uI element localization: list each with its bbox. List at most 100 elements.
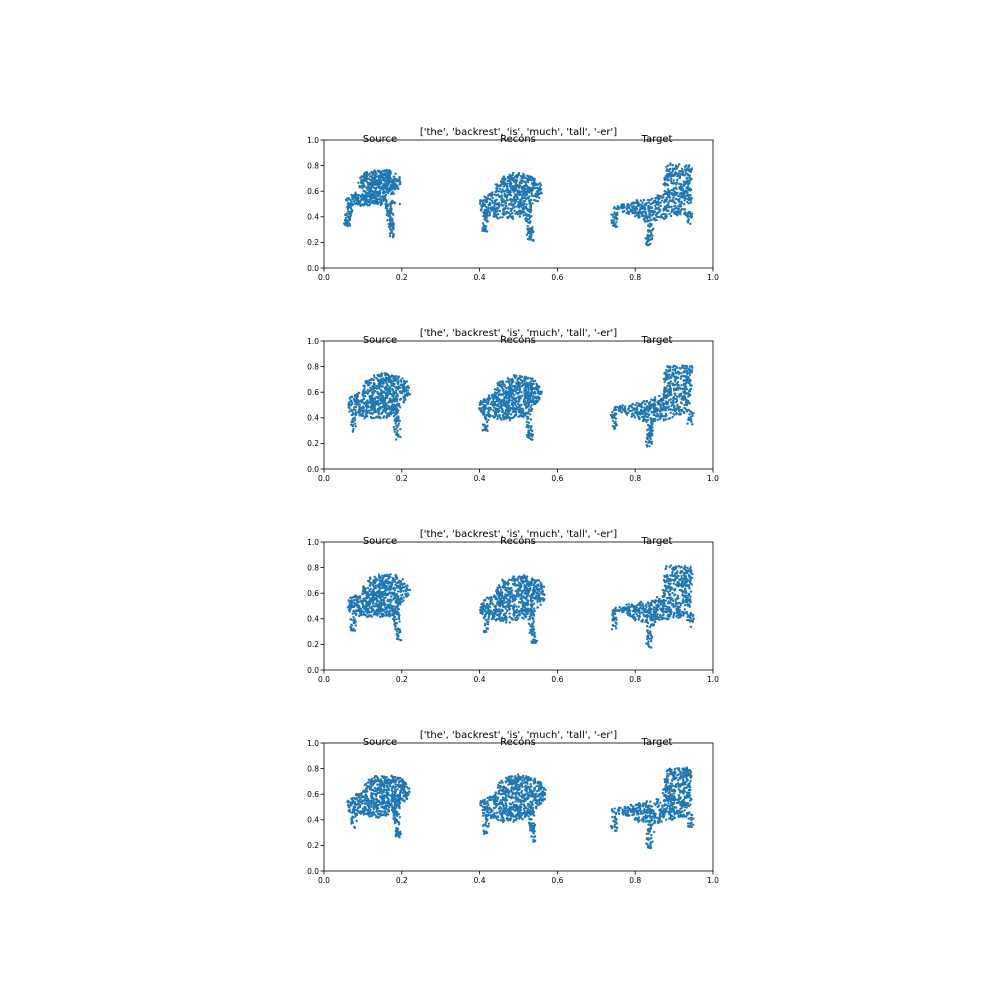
scatter-point [686, 179, 689, 183]
scatter-point [633, 407, 636, 411]
scatter-point [689, 387, 693, 391]
scatter-point [387, 191, 390, 195]
scatter-point [502, 177, 506, 181]
scatter-point [402, 582, 406, 585]
scatter-point [384, 594, 388, 597]
scatter-point [503, 392, 506, 395]
scatter-point [658, 210, 661, 213]
scatter-point [676, 383, 679, 386]
scatter-point [349, 198, 352, 202]
scatter-point [513, 189, 516, 193]
scatter-point [489, 406, 492, 410]
scatter-point [499, 195, 503, 198]
scatter-point [525, 220, 529, 223]
scatter-point [394, 606, 398, 610]
scatter-point [498, 393, 501, 396]
scatter-point [395, 389, 398, 392]
scatter-point [370, 412, 374, 416]
scatter-point [385, 396, 389, 400]
scatter-point [378, 169, 381, 173]
scatter-point [385, 168, 388, 172]
scatter-point [381, 382, 384, 385]
scatter-point [399, 397, 403, 401]
scatter-point [677, 163, 681, 166]
scatter-point [672, 397, 675, 400]
scatter-point [510, 401, 514, 405]
scatter-point [614, 217, 618, 221]
scatter-point [615, 220, 618, 224]
scatter-point [368, 379, 371, 382]
scatter-point [375, 578, 379, 582]
scatter-point [393, 615, 396, 619]
scatter-point [390, 595, 393, 598]
scatter-point [479, 208, 483, 211]
scatter-point [397, 617, 401, 621]
scatter-point [387, 577, 390, 581]
scatter-point [394, 177, 398, 181]
scatter-point [404, 380, 408, 384]
scatter-point [377, 395, 380, 398]
scatter-point [653, 406, 656, 409]
scatter-point [483, 210, 486, 213]
scatter-point [685, 379, 689, 383]
scatter-point [649, 222, 652, 225]
scatter-point [391, 178, 395, 182]
scatter-point [650, 410, 653, 414]
scatter-point [383, 169, 386, 173]
scatter-point [373, 575, 376, 578]
scatter-point [366, 399, 369, 402]
scatter-point [675, 398, 678, 401]
scatter-point [522, 177, 525, 180]
scatter-point [528, 177, 532, 181]
scatter-point [353, 618, 357, 621]
scatter-point [641, 201, 644, 204]
scatter-point [673, 392, 676, 395]
scatter-point [530, 408, 533, 411]
scatter-point [513, 180, 516, 184]
scatter-point [686, 219, 689, 223]
scatter-point [390, 208, 393, 211]
scatter-point [666, 205, 669, 209]
scatter-point [528, 232, 531, 235]
scatter-point [501, 410, 504, 414]
scatter-point [482, 403, 486, 407]
scatter-point [343, 218, 347, 222]
scatter-point [536, 183, 539, 186]
scatter-point [358, 606, 361, 610]
scatter-point [683, 196, 686, 199]
scatter-point [636, 414, 639, 417]
scatter-point [381, 586, 385, 589]
scatter-point [392, 233, 395, 237]
scatter-point [504, 200, 507, 203]
scatter-point [500, 405, 503, 409]
scatter-point [378, 594, 381, 597]
scatter-point [389, 399, 392, 402]
scatter-point [518, 193, 522, 196]
scatter-point [512, 380, 515, 383]
scatter-point [388, 581, 391, 584]
scatter-point [374, 196, 377, 200]
scatter-point [669, 368, 672, 371]
scatter-point [385, 186, 388, 190]
scatter-point [377, 415, 380, 418]
scatter-point [379, 180, 383, 183]
scatter-point [367, 198, 371, 202]
scatter-point [365, 603, 368, 606]
scatter-point [642, 198, 646, 202]
scatter-point [672, 196, 675, 199]
scatter-point [406, 588, 410, 592]
scatter-point [388, 392, 391, 395]
scatter-point [368, 172, 371, 175]
scatter-point [388, 234, 392, 238]
scatter-point [676, 403, 679, 407]
scatter-point [680, 408, 684, 411]
scatter-point [532, 183, 536, 187]
scatter-point [690, 420, 693, 424]
scatter-point [624, 405, 627, 408]
scatter-point [668, 373, 671, 377]
scatter-point [634, 403, 637, 407]
scatter-point [516, 174, 519, 178]
scatter-point [671, 164, 675, 167]
scatter-point [372, 374, 376, 377]
column-label-recons: Recons [500, 335, 536, 346]
